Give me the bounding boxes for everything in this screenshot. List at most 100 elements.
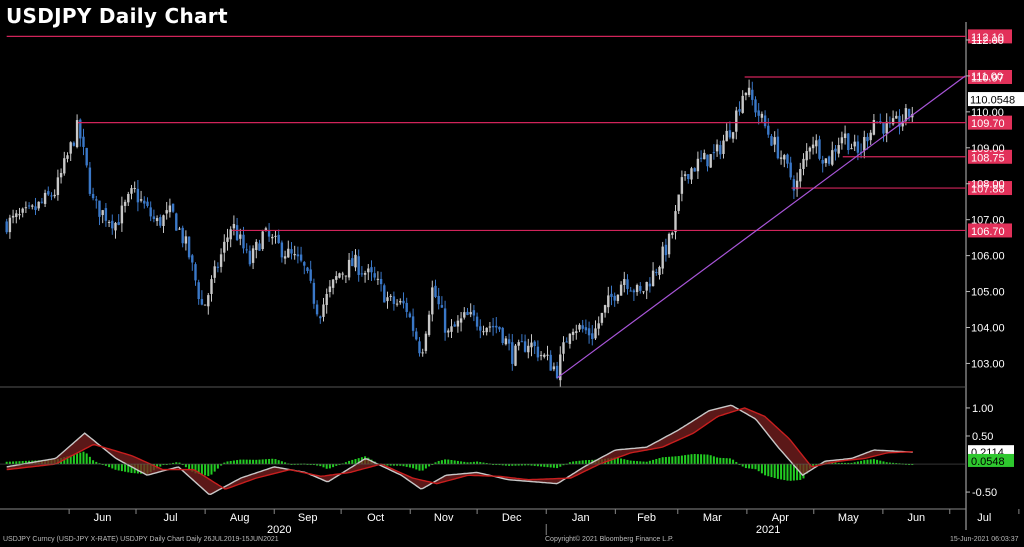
histogram-bar [770, 464, 773, 478]
year-label: 2021 [756, 524, 780, 536]
candle-down [47, 191, 50, 195]
macd-tick-label: 1.00 [972, 403, 993, 415]
histogram-bar [655, 458, 658, 465]
candle-up [8, 217, 12, 233]
candle-up [31, 205, 34, 207]
candle-up [56, 177, 60, 196]
candle-down [299, 254, 303, 261]
histogram-bar [776, 464, 779, 479]
candle-up [431, 287, 434, 315]
histogram-bar [348, 460, 351, 465]
histogram-bar [696, 454, 699, 465]
candle-down [111, 220, 114, 229]
candle-down [507, 339, 511, 344]
histogram-bar [674, 456, 677, 465]
candle-up [530, 342, 533, 348]
candle-down [181, 227, 184, 244]
histogram-bar [536, 464, 539, 467]
histogram-bar [831, 462, 834, 465]
candle-down [5, 221, 8, 233]
candle-up [165, 210, 168, 214]
histogram-bar [796, 464, 799, 481]
candle-down [408, 313, 412, 317]
histogram-bar [741, 464, 744, 467]
histogram-bar [351, 459, 354, 465]
histogram-bar [626, 459, 629, 465]
candle-up [184, 236, 188, 244]
candle-down [821, 159, 824, 164]
level-label-box [968, 223, 1012, 238]
histogram-bar [79, 452, 82, 465]
footer-left: USDJPY Curncy (USD-JPY X-RATE) USDJPY Da… [3, 536, 279, 543]
candle-down [613, 295, 616, 301]
candle-up [843, 133, 847, 139]
histogram-bar [572, 461, 575, 465]
candle-down [415, 331, 418, 340]
histogram-bar [8, 461, 11, 465]
histogram-bar [616, 457, 619, 465]
histogram-bar [636, 461, 639, 465]
histogram-bar [492, 464, 495, 466]
histogram-bar [408, 464, 411, 468]
candle-down [536, 346, 540, 358]
histogram-bar [188, 464, 191, 470]
histogram-bar [120, 464, 123, 472]
candle-down [370, 267, 373, 273]
histogram-bar [504, 464, 507, 466]
candle-down [34, 206, 37, 211]
histogram-bar [239, 459, 242, 465]
histogram-bar [543, 464, 546, 467]
histogram-bar [533, 464, 536, 466]
histogram-bar [223, 462, 226, 465]
candle-up [155, 218, 159, 222]
candle-down [104, 208, 108, 221]
candle-down [738, 109, 741, 112]
level-label: 112.10 [971, 32, 1004, 44]
histogram-bar [284, 462, 287, 465]
candle-down [728, 130, 732, 138]
candle-down [639, 285, 642, 291]
candle-down [312, 282, 316, 304]
candle-up [123, 201, 127, 206]
histogram-bar [204, 464, 207, 476]
macd-panel [0, 404, 966, 496]
histogram-bar [415, 464, 418, 470]
histogram-bar [98, 463, 101, 465]
candle-down [402, 300, 405, 304]
candle-up [674, 211, 677, 233]
histogram-bar [274, 459, 277, 465]
histogram-bar [440, 460, 443, 465]
candle-up [562, 342, 565, 354]
candle-up [802, 158, 805, 169]
candle-up [783, 155, 786, 160]
histogram-bar [754, 464, 757, 470]
candle-down [712, 152, 716, 154]
histogram-bar [680, 455, 683, 465]
candle-up [261, 231, 264, 250]
level-label: 109.70 [971, 118, 1005, 130]
candle-up [399, 301, 402, 303]
histogram-bar [354, 459, 357, 465]
histogram-bar [216, 464, 219, 469]
histogram-bar [184, 464, 187, 468]
footer-center: Copyright© 2021 Bloomberg Finance L.P. [545, 536, 674, 543]
histogram-bar [815, 464, 818, 466]
level-label-box [968, 181, 1012, 196]
histogram-bar [248, 459, 251, 465]
histogram-bar [863, 460, 866, 465]
price-tick-label: 103.00 [971, 358, 1005, 370]
level-label-box [968, 69, 1012, 84]
histogram-bar [728, 458, 731, 465]
histogram-bar [629, 460, 632, 465]
candle-up [527, 345, 530, 353]
candle-up [37, 201, 40, 209]
histogram-bar [511, 464, 514, 466]
histogram-bar [885, 462, 888, 465]
histogram-bar [469, 462, 472, 465]
candle-up [363, 273, 367, 275]
candle-up [264, 228, 268, 231]
candle-up [213, 266, 216, 278]
histogram-bar [101, 464, 104, 466]
candle-down [555, 365, 559, 379]
candle-up [623, 279, 626, 285]
